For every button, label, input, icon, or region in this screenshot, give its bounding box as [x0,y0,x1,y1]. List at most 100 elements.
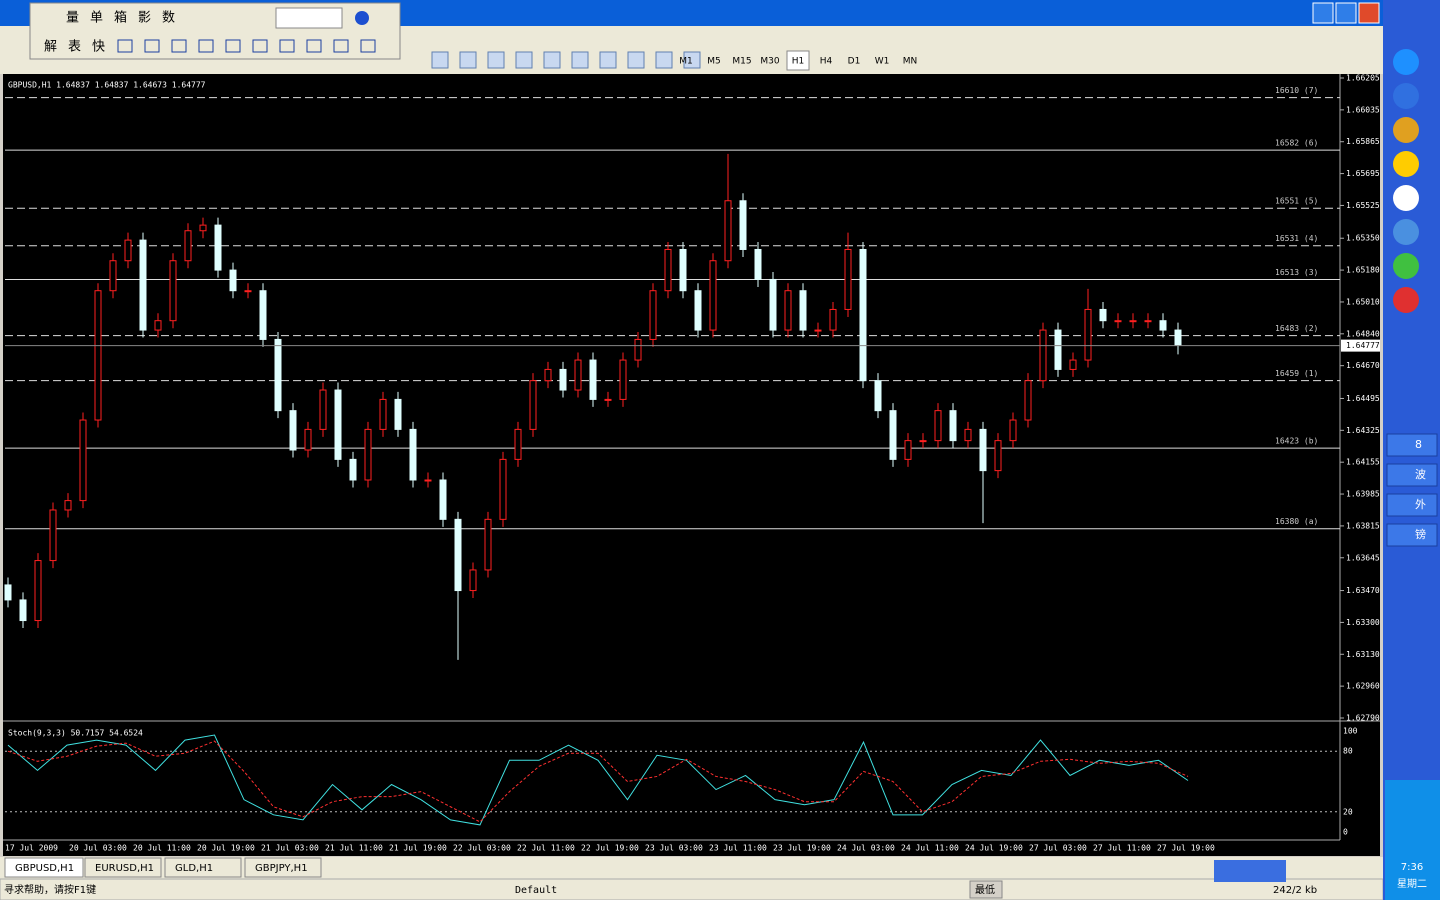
tool-button[interactable]: 解 [44,40,57,55]
timeframe-button[interactable]: M5 [707,57,721,67]
tool-icon[interactable] [279,39,295,53]
toolbar-icon[interactable] [627,51,645,69]
tab[interactable] [84,857,162,878]
candle-body [1069,359,1077,370]
level-label: 16582 (6) [1275,139,1318,148]
y-tick-label: 1.63985 [1346,490,1380,499]
help-icon[interactable] [355,11,369,25]
quick-launch-icon[interactable] [1393,117,1419,143]
candle-body [199,224,207,232]
quick-launch-icon[interactable] [1393,219,1419,245]
quick-launch-icon[interactable] [1393,83,1419,109]
tool-button[interactable]: 箱 [114,10,127,26]
tab-label[interactable]: GBPJPY,H1 [255,863,308,874]
toolbar-icon[interactable] [515,51,533,69]
tool-icon[interactable] [198,39,214,53]
task-button[interactable] [1386,433,1438,457]
timeframe-button[interactable]: M30 [760,57,779,67]
toolbar-icon[interactable] [655,51,673,69]
tool-icon[interactable] [333,39,349,53]
mode-box [969,880,1003,899]
y-tick-label: 1.65695 [1346,169,1380,178]
task-label[interactable]: 波 [1415,468,1426,481]
toolbar-icon[interactable] [459,51,477,69]
tool-icon[interactable] [306,39,322,53]
candle-body [319,389,327,430]
quick-launch-icon[interactable] [1393,253,1419,279]
toolbar-icon[interactable] [431,51,449,69]
timeframe-button[interactable]: MN [903,57,918,67]
timeframe-button[interactable]: M1 [679,57,693,67]
tool-button[interactable]: 影 [138,11,151,26]
y-tick-label: 1.65350 [1346,234,1380,243]
x-tick-label: 23 Jul 19:00 [773,844,831,853]
candle-body [379,398,387,430]
x-tick-label: 24 Jul 03:00 [837,844,895,853]
tab[interactable] [164,857,242,878]
toolbar-icon[interactable] [571,51,589,69]
timeframe-button[interactable]: H1 [792,57,805,67]
dropdown[interactable] [275,7,343,29]
tab-label[interactable]: GLD,H1 [175,863,213,874]
tool-button[interactable]: 量 [66,11,79,26]
task-label[interactable]: 镑 [1415,527,1426,541]
tool-icon[interactable] [144,39,160,53]
maximize-button[interactable] [1335,2,1357,24]
timeframe-button[interactable]: M15 [732,57,751,67]
x-tick-label: 24 Jul 19:00 [965,844,1023,853]
task-label[interactable]: 8 [1415,438,1422,451]
close-button[interactable] [1358,2,1380,24]
x-tick-label: 20 Jul 19:00 [197,844,255,853]
quick-launch-icon[interactable] [1393,185,1419,211]
candle-body [139,239,147,331]
x-tick-label: 17 Jul 2009 [5,844,58,853]
task-button[interactable] [1386,523,1438,547]
tool-icon[interactable] [225,39,241,53]
tab[interactable] [244,857,322,878]
timeframe-button[interactable]: D1 [848,57,861,67]
quick-launch-icon[interactable] [1393,287,1419,313]
tool-icon[interactable] [171,39,187,53]
y-tick-label: 1.65525 [1346,201,1380,210]
clock-time: 7:36 [1401,862,1423,873]
y-tick-label: 1.64325 [1346,426,1380,435]
tool-button[interactable]: 单 [90,11,103,26]
task-button[interactable] [1386,463,1438,487]
toolbar-icon[interactable] [599,51,617,69]
timeframe-button[interactable]: H4 [820,57,833,67]
tool-icon[interactable] [252,39,268,53]
task-label[interactable]: 外 [1415,498,1426,511]
last-price-label: 1.64777 [1346,341,1380,350]
x-tick-label: 23 Jul 03:00 [645,844,703,853]
level-label: 16513 (3) [1275,268,1318,277]
active-tab[interactable] [4,857,84,878]
candle-body [604,398,612,401]
tool-button[interactable]: 表 [68,40,81,55]
toolbar-icon[interactable] [543,51,561,69]
x-tick-label: 22 Jul 11:00 [517,844,575,853]
candle-body [169,260,177,322]
quick-launch-icon[interactable] [1393,151,1419,177]
stoch-tick-label: 20 [1343,807,1353,816]
x-tick-label: 27 Jul 11:00 [1093,844,1151,853]
toolbar-icon[interactable] [683,51,701,69]
tab-label[interactable]: GBPUSD,H1 [15,863,74,874]
tab-label[interactable]: EURUSD,H1 [95,863,154,874]
candle-body [289,410,297,451]
tool-icon[interactable] [117,39,133,53]
tool-button[interactable]: 快 [92,40,105,55]
minimize-button[interactable] [1312,2,1334,24]
candle-body [904,440,912,460]
candle-body [424,479,432,482]
toolbar-icon[interactable] [487,51,505,69]
tool-icon[interactable] [360,39,376,53]
y-tick-label: 1.66205 [1346,74,1380,83]
task-button[interactable] [1386,493,1438,517]
candle-body [454,518,462,592]
candle-body [1159,320,1167,331]
tool-button[interactable]: 数 [162,11,175,26]
candle-body [694,290,702,331]
quick-launch-icon[interactable] [1393,49,1419,75]
timeframe-button[interactable]: W1 [875,57,890,67]
candle-body [1129,320,1137,323]
